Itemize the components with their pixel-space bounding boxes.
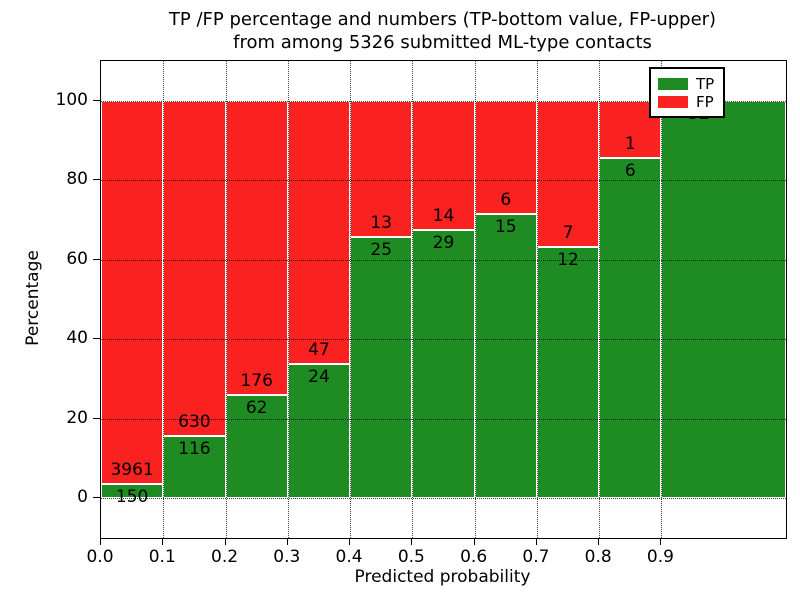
vertical-gridline (536, 61, 538, 538)
tp-count-label: 24 (308, 366, 330, 387)
bar-segment-fp (101, 100, 164, 484)
fp-count-label: 1 (624, 133, 636, 154)
bars-layer (101, 61, 786, 538)
bar-segment-tp (661, 100, 786, 499)
x-tick-label: 0.3 (273, 547, 301, 567)
x-tick-label: 0.2 (211, 547, 239, 567)
x-tick-mark (598, 538, 600, 545)
horizontal-gridline (101, 418, 786, 420)
tp-legend-swatch (658, 78, 688, 90)
x-tick-label: 0.9 (646, 547, 674, 567)
legend-item-tp: TP (658, 76, 717, 92)
fp-count-label: 6 (500, 190, 512, 211)
y-tick-mark (93, 258, 100, 260)
fp-count-label: 13 (370, 212, 393, 233)
fp-legend-swatch (658, 96, 688, 108)
y-tick-label: 80 (66, 169, 88, 190)
x-tick-mark (224, 538, 226, 545)
tp-count-label: 15 (494, 217, 517, 238)
horizontal-gridline (101, 259, 786, 261)
bar-segment-fp (287, 100, 351, 364)
y-tick-mark (93, 99, 100, 101)
vertical-gridline (287, 61, 289, 538)
tp-count-label: 12 (557, 250, 579, 271)
x-tick-mark (162, 538, 164, 545)
vertical-gridline (350, 61, 352, 538)
fp-legend-label: FP (696, 93, 714, 111)
vertical-gridline (412, 61, 414, 538)
y-tick-mark (93, 338, 100, 340)
fp-count-label: 47 (308, 339, 330, 360)
x-tick-mark (349, 538, 351, 545)
bar-segment-tp (101, 483, 164, 499)
tp-count-label: 150 (115, 486, 149, 507)
bar-segment-fp (536, 100, 600, 248)
y-tick-label: 0 (77, 487, 88, 508)
y-tick-label: 40 (66, 328, 88, 349)
x-tick-mark (473, 538, 475, 545)
bar-segment-tp (350, 236, 413, 499)
y-tick-mark (93, 417, 100, 419)
grid-layer (101, 61, 786, 538)
bar-segment-fp (225, 100, 288, 395)
bar-segment-tp (536, 247, 600, 499)
chart-title: TP /FP percentage and numbers (TP-bottom… (100, 8, 785, 54)
tp-legend-label: TP (696, 75, 715, 93)
y-tick-label: 100 (55, 89, 88, 110)
tp-count-label: 25 (370, 239, 393, 260)
x-tick-label: 0.5 (397, 547, 425, 567)
chart-title-line2: from among 5326 submitted ML-type contac… (233, 32, 652, 53)
x-tick-mark (411, 538, 413, 545)
vertical-gridline (474, 61, 476, 538)
x-tick-label: 0.4 (335, 547, 363, 567)
horizontal-gridline (101, 100, 786, 102)
x-tick-mark (286, 538, 288, 545)
x-tick-mark (535, 538, 537, 545)
vertical-gridline (661, 61, 663, 538)
fp-count-label: 176 (240, 370, 273, 391)
bar-segment-tp (287, 363, 351, 499)
horizontal-gridline (101, 498, 786, 500)
legend-item-fp: FP (658, 94, 717, 110)
vertical-gridline (599, 61, 601, 538)
x-tick-label: 0.6 (460, 547, 488, 567)
fp-count-label: 14 (432, 206, 455, 227)
plot-area: 1503961116630621762447251329141561276132… (100, 60, 787, 539)
bar-segment-fp (163, 100, 226, 437)
vertical-gridline (163, 61, 165, 538)
bar-segment-tp (412, 230, 475, 499)
y-tick-mark (93, 179, 100, 181)
bar-segment-tp (474, 214, 537, 499)
x-tick-label: 0.7 (522, 547, 550, 567)
x-tick-mark (100, 538, 101, 545)
x-tick-label: 0.0 (86, 547, 114, 567)
fp-count-label: 630 (178, 412, 211, 433)
x-tick-label: 0.8 (584, 547, 612, 567)
fp-count-label: 7 (562, 223, 574, 244)
vertical-gridline (225, 61, 227, 538)
tp-count-label: 116 (178, 439, 211, 460)
y-tick-mark (93, 497, 100, 499)
tp-count-label: 29 (432, 233, 455, 254)
chart-title-line1: TP /FP percentage and numbers (TP-bottom… (168, 9, 717, 30)
bar-segment-tp (599, 157, 662, 499)
horizontal-gridline (101, 180, 786, 182)
tp-count-label: 62 (245, 397, 268, 418)
bar-segment-tp (163, 436, 226, 499)
horizontal-gridline (101, 339, 786, 341)
y-tick-label: 60 (66, 248, 88, 269)
x-tick-label: 0.1 (148, 547, 176, 567)
bar-segment-tp (225, 394, 288, 499)
y-tick-label: 20 (66, 407, 88, 428)
x-axis-label: Predicted probability (354, 567, 531, 587)
legend: TP FP (649, 67, 725, 118)
fp-count-label: 3961 (110, 459, 154, 480)
x-tick-mark (660, 538, 662, 545)
tp-count-label: 6 (624, 160, 636, 181)
